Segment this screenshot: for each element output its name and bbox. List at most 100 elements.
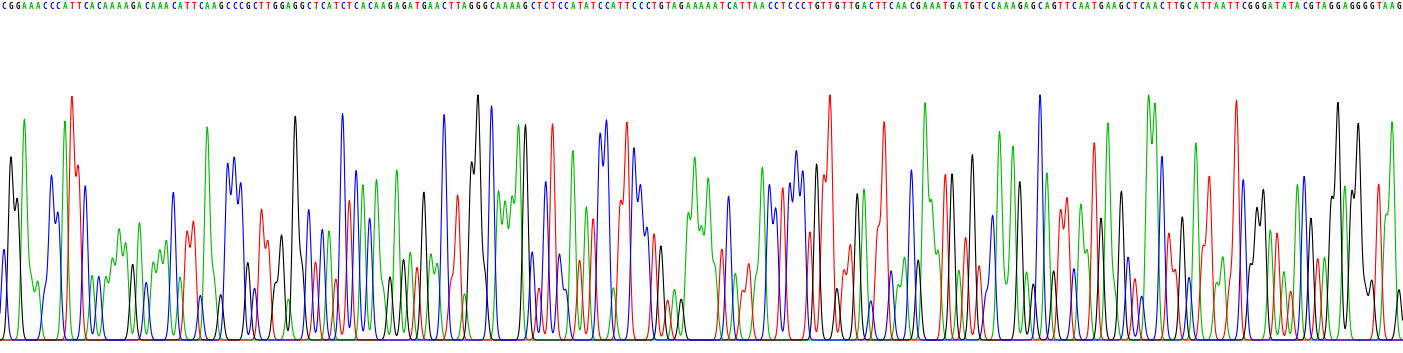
Text: A: A — [116, 2, 122, 11]
Text: G: G — [1329, 2, 1334, 11]
Text: A: A — [612, 2, 616, 11]
Text: A: A — [22, 2, 27, 11]
Text: A: A — [109, 2, 115, 11]
Text: A: A — [286, 2, 290, 11]
Text: G: G — [483, 2, 487, 11]
Text: C: C — [991, 2, 995, 11]
Text: C: C — [49, 2, 53, 11]
Text: A: A — [936, 2, 941, 11]
Text: C: C — [1187, 2, 1191, 11]
Text: C: C — [368, 2, 372, 11]
Text: A: A — [699, 2, 704, 11]
Text: T: T — [976, 2, 982, 11]
Text: T: T — [537, 2, 542, 11]
Text: T: T — [943, 2, 947, 11]
Text: G: G — [1357, 2, 1361, 11]
Text: C: C — [1, 2, 6, 11]
Text: T: T — [780, 2, 786, 11]
Text: C: C — [1302, 2, 1306, 11]
Text: A: A — [1079, 2, 1083, 11]
Text: T: T — [849, 2, 853, 11]
Text: C: C — [888, 2, 894, 11]
Text: G: G — [916, 2, 920, 11]
Text: A: A — [1322, 2, 1327, 11]
Text: T: T — [69, 2, 74, 11]
Text: G: G — [1031, 2, 1035, 11]
Text: T: T — [964, 2, 968, 11]
Text: T: T — [1058, 2, 1062, 11]
Text: A: A — [104, 2, 108, 11]
Text: T: T — [577, 2, 582, 11]
Text: T: T — [808, 2, 812, 11]
Text: A: A — [760, 2, 765, 11]
Text: A: A — [1153, 2, 1157, 11]
Text: G: G — [130, 2, 135, 11]
Text: T: T — [260, 2, 264, 11]
Text: A: A — [361, 2, 365, 11]
Text: A: A — [861, 2, 866, 11]
Text: A: A — [706, 2, 710, 11]
Text: A: A — [462, 2, 467, 11]
Text: G: G — [279, 2, 283, 11]
Text: C: C — [490, 2, 494, 11]
Text: G: G — [1120, 2, 1124, 11]
Text: A: A — [327, 2, 331, 11]
Text: G: G — [421, 2, 427, 11]
Text: G: G — [476, 2, 480, 11]
Text: T: T — [1316, 2, 1320, 11]
Text: A: A — [672, 2, 676, 11]
Text: G: G — [219, 2, 223, 11]
Text: A: A — [35, 2, 41, 11]
Text: C: C — [354, 2, 358, 11]
Text: T: T — [334, 2, 338, 11]
Text: A: A — [923, 2, 927, 11]
Text: G: G — [1254, 2, 1258, 11]
Text: T: T — [1228, 2, 1232, 11]
Text: G: G — [1336, 2, 1340, 11]
Text: G: G — [272, 2, 278, 11]
Text: G: G — [387, 2, 393, 11]
Text: C: C — [801, 2, 805, 11]
Text: T: T — [1376, 2, 1381, 11]
Text: C: C — [773, 2, 779, 11]
Text: T: T — [652, 2, 657, 11]
Text: A: A — [178, 2, 182, 11]
Text: C: C — [645, 2, 650, 11]
Text: A: A — [1005, 2, 1009, 11]
Text: T: T — [313, 2, 318, 11]
Text: A: A — [502, 2, 508, 11]
Text: A: A — [1146, 2, 1150, 11]
Text: C: C — [42, 2, 46, 11]
Text: T: T — [624, 2, 630, 11]
Text: G: G — [1350, 2, 1354, 11]
Text: T: T — [720, 2, 724, 11]
Text: C: C — [231, 2, 237, 11]
Text: T: T — [828, 2, 832, 11]
Text: C: C — [530, 2, 535, 11]
Text: T: T — [875, 2, 880, 11]
Text: A: A — [693, 2, 697, 11]
Text: T: T — [617, 2, 623, 11]
Text: G: G — [1261, 2, 1266, 11]
Text: C: C — [638, 2, 643, 11]
Text: A: A — [205, 2, 209, 11]
Text: T: T — [1275, 2, 1280, 11]
Text: T: T — [1092, 2, 1097, 11]
Text: T: T — [1166, 2, 1172, 11]
Text: C: C — [56, 2, 60, 11]
Text: A: A — [137, 2, 142, 11]
Text: G: G — [523, 2, 528, 11]
Text: A: A — [753, 2, 758, 11]
Text: A: A — [212, 2, 216, 11]
Text: C: C — [306, 2, 311, 11]
Text: A: A — [1085, 2, 1090, 11]
Text: T: T — [739, 2, 745, 11]
Text: G: G — [950, 2, 954, 11]
Text: A: A — [408, 2, 412, 11]
Text: A: A — [957, 2, 961, 11]
Text: C: C — [909, 2, 913, 11]
Text: G: G — [293, 2, 297, 11]
Text: A: A — [1268, 2, 1273, 11]
Text: G: G — [1051, 2, 1056, 11]
Text: C: C — [564, 2, 568, 11]
